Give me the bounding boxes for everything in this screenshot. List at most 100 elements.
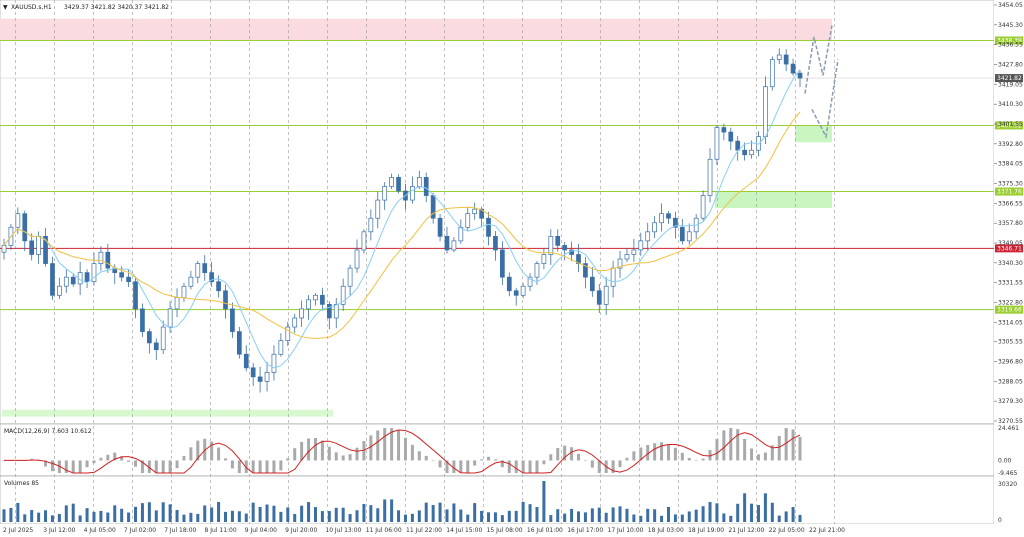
- macd-histogram-bar: [459, 460, 463, 473]
- macd-histogram-bar: [403, 437, 407, 461]
- volume-bar: [639, 515, 643, 522]
- candle-body: [666, 213, 671, 219]
- macd-histogram-bar: [680, 452, 684, 461]
- volume-bar: [722, 513, 726, 522]
- candle-body: [70, 276, 76, 285]
- candle-body: [589, 276, 595, 292]
- time-label: 8 Jul 11:00: [205, 527, 237, 534]
- volume-bar: [71, 503, 75, 522]
- volume-bar: [293, 513, 297, 522]
- time-label: 18 Jul 03:00: [648, 527, 684, 534]
- macd-histogram-bar: [528, 460, 532, 473]
- price-tick-label: 3436.55: [998, 42, 1023, 49]
- volume-bar: [604, 512, 608, 522]
- candle-body: [465, 213, 471, 228]
- candle-body: [382, 186, 388, 201]
- macd-histogram-bar: [64, 460, 68, 473]
- macd-histogram-bar: [355, 447, 359, 461]
- volume-bar: [217, 502, 221, 522]
- candle-body: [437, 217, 443, 237]
- time-label: 14 Jul 15:00: [446, 527, 482, 534]
- macd-histogram-bar: [376, 430, 380, 461]
- volume-bar: [798, 514, 802, 522]
- volume-label: Volumes 85: [4, 480, 39, 487]
- chart-header-arrow[interactable]: ▼: [3, 4, 8, 11]
- candle-body: [555, 236, 561, 246]
- macd-label: MACD(12,26,9) 7.603 10.612: [4, 428, 92, 435]
- candle-body: [264, 372, 270, 382]
- volume-bar: [99, 510, 103, 522]
- volume-bar: [210, 507, 214, 522]
- macd-histogram-bar: [50, 460, 54, 472]
- volume-bar: [660, 515, 664, 522]
- macd-histogram-bar: [480, 459, 484, 461]
- macd-histogram-bar: [756, 454, 760, 461]
- macd-histogram-bar: [618, 460, 622, 468]
- candle-body: [527, 276, 533, 287]
- volume-bar: [376, 508, 380, 522]
- macd-histogram-bar: [729, 428, 733, 461]
- macd-histogram-bar: [798, 437, 802, 461]
- price-tick-label: 3375.30: [998, 181, 1023, 188]
- macd-histogram-bar: [431, 459, 435, 461]
- volume-bar: [383, 499, 387, 522]
- candle-body: [458, 226, 464, 242]
- macd-histogram-bar: [313, 438, 317, 461]
- projection-path-down: [811, 59, 839, 139]
- time-label: 10 Jul 13:00: [325, 527, 361, 534]
- level-3400-tag-label: 3400.92: [997, 122, 1022, 129]
- moving-average-slow: [3, 111, 801, 339]
- macd-histogram-bar: [493, 459, 497, 461]
- volume-bar: [397, 510, 401, 522]
- volume-bar: [507, 510, 511, 522]
- candle-body: [707, 158, 713, 196]
- candle-body: [285, 326, 291, 341]
- candle-body: [541, 254, 547, 264]
- macd-histogram-bar: [258, 460, 262, 473]
- macd-histogram-bar: [417, 451, 421, 461]
- volume-bar: [251, 502, 255, 522]
- candle-body: [638, 240, 644, 251]
- candle-body: [84, 272, 90, 283]
- macd-histogram-bar: [113, 452, 117, 461]
- volume-bar: [196, 513, 200, 522]
- macd-histogram-bar: [44, 460, 48, 467]
- price-tick-label: 3331.55: [998, 280, 1023, 287]
- macd-histogram-bar: [78, 460, 82, 473]
- candle-body: [119, 272, 125, 278]
- macd-histogram-bar: [341, 455, 345, 461]
- macd-histogram-bar: [632, 451, 636, 461]
- candle-body: [347, 267, 353, 287]
- volume-bar: [189, 512, 193, 522]
- volume-bar: [701, 506, 705, 522]
- price-axis: [994, 0, 1024, 524]
- macd-histogram-bar: [106, 454, 110, 461]
- macd-histogram-bar: [570, 447, 574, 461]
- volume-panel[interactable]: [0, 475, 995, 525]
- main-chart-area[interactable]: [0, 0, 995, 425]
- candle-body: [257, 376, 263, 382]
- macd-histogram-bar: [293, 448, 297, 461]
- candle-body: [624, 254, 630, 260]
- price-tick-label: 3305.55: [998, 339, 1023, 346]
- volume-bar: [23, 514, 27, 522]
- price-tick-label: 3366.55: [998, 200, 1023, 207]
- macd-tick-label: 24.461: [998, 425, 1019, 432]
- volume-bar: [223, 511, 227, 522]
- macd-histogram-bar: [722, 430, 726, 461]
- candle-body: [160, 326, 166, 351]
- macd-histogram-bar: [507, 460, 511, 473]
- macd-histogram-bar: [237, 460, 241, 473]
- macd-histogram-bar: [438, 460, 442, 468]
- candle-body: [1, 245, 7, 253]
- price-tick-label: 3401.55: [998, 121, 1023, 128]
- price-tick-label: 3296.80: [998, 358, 1023, 365]
- volume-bar: [313, 507, 317, 522]
- macd-panel[interactable]: [0, 423, 995, 477]
- macd-histogram-bar: [687, 457, 691, 461]
- price-tick-label: 3454.05: [998, 2, 1023, 9]
- candle-body: [202, 263, 208, 273]
- candle-body: [506, 276, 512, 292]
- volume-bar: [2, 509, 6, 522]
